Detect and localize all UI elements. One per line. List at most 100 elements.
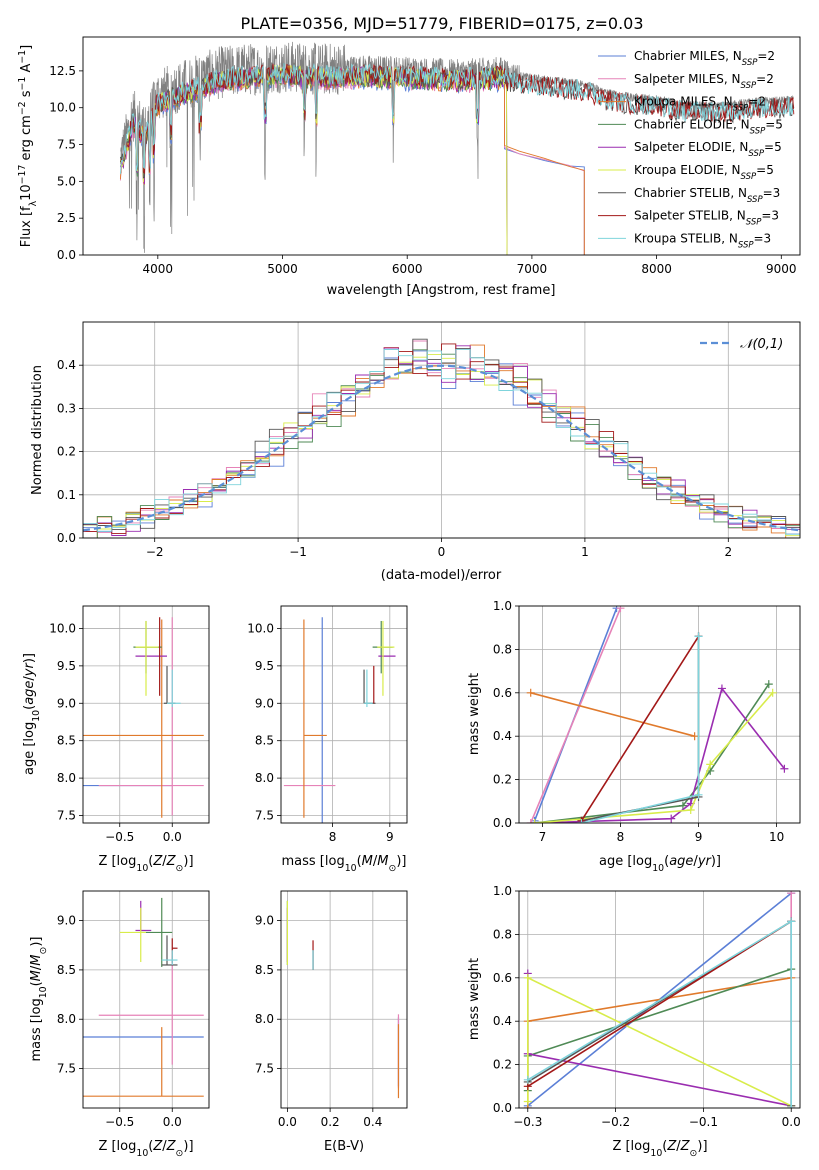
- weight-marker: [523, 1097, 532, 1106]
- x-tick-label: −0.1: [689, 1115, 718, 1129]
- x-axis-label: Z [log10(Z/Z⊙)]: [98, 854, 193, 874]
- y-tick-label: 0.2: [493, 1058, 512, 1072]
- x-tick-label: 7: [539, 830, 547, 844]
- x-tick-label: 5000: [267, 262, 298, 276]
- weight-marker: [678, 801, 687, 810]
- y-tick-label: 12.5: [49, 64, 76, 78]
- x-tick-label: 0.0: [163, 1115, 182, 1129]
- weight-series-line: [527, 976, 792, 1107]
- y-tick-label: 7.5: [255, 809, 274, 823]
- y-tick-label: 0.6: [493, 686, 512, 700]
- x-tick-label: 7000: [517, 262, 548, 276]
- weight-marker: [694, 632, 703, 641]
- x-tick-label: 0.0: [782, 1115, 801, 1129]
- axes-weight_vs_age: 7 8 9 10 0.0 0.2 0.4 0.6 0.8 1.0 age [log10(age/yr…: [467, 599, 801, 874]
- weight-marker: [780, 764, 789, 773]
- y-tick-label: 8.0: [57, 1012, 76, 1026]
- y-tick-label: 8.0: [57, 771, 76, 785]
- weight-marker: [523, 1075, 532, 1084]
- y-tick-label: 1.0: [493, 884, 512, 898]
- x-tick-label: 9000: [766, 262, 797, 276]
- y-tick-label: 0.4: [493, 1014, 512, 1028]
- y-tick-label: 0.4: [493, 729, 512, 743]
- y-tick-label: 7.5: [57, 1062, 76, 1076]
- y-tick-label: 8.5: [255, 963, 274, 977]
- x-tick-label: −0.5: [105, 830, 134, 844]
- x-axis-label: wavelength [Angstrom, rest frame]: [327, 283, 556, 298]
- legend-label: Salpeter MILES, NSSP=2: [634, 72, 774, 91]
- axes-mass_vs_Z: −0.5 0.0 7.5 8.0 8.5 9.0 Z [log10(Z/Z⊙)] mass […: [29, 890, 210, 1159]
- weight-marker: [577, 819, 586, 823]
- y-tick-label: 5.0: [57, 174, 76, 188]
- y-tick-label: 0.0: [57, 248, 76, 262]
- x-tick-label: 8: [329, 830, 337, 844]
- x-tick-label: 0: [438, 545, 446, 559]
- axes-age_vs_Z: −0.5 0.0 7.5 8.0 8.5 9.0 9.5 10.0 Z [log10(Z/Z⊙)…: [22, 605, 210, 874]
- x-tick-label: −0.3: [513, 1115, 542, 1129]
- y-tick-label: 9.5: [255, 659, 274, 673]
- y-tick-label: 1.0: [493, 599, 512, 613]
- weight-marker: [768, 688, 777, 697]
- y-tick-label: 10.0: [247, 621, 274, 635]
- plot-area: [83, 617, 204, 818]
- weight-marker: [523, 973, 532, 982]
- x-axis-label: mass [log10(M/M⊙)]: [282, 854, 407, 874]
- axes-frame: [518, 605, 801, 824]
- x-tick-label: 1: [581, 545, 589, 559]
- y-tick-label: 0.2: [57, 445, 76, 459]
- x-axis-label: E(B-V): [324, 1139, 364, 1154]
- y-tick-label: 9.5: [57, 659, 76, 673]
- y-tick-label: 0.2: [493, 773, 512, 787]
- weight-series-line: [529, 607, 622, 823]
- x-tick-label: 0.0: [163, 830, 182, 844]
- legend-label: Kroupa STELIB, NSSP=3: [634, 231, 771, 250]
- x-tick-label: −1: [289, 545, 307, 559]
- weight-marker: [526, 688, 535, 697]
- weight-series-line: [534, 686, 786, 823]
- x-axis-label: (data-model)/error: [381, 568, 502, 583]
- weight-marker: [690, 732, 699, 741]
- legend-label: Salpeter ELODIE, NSSP=5: [634, 140, 782, 159]
- normal-reference-line: [83, 364, 800, 532]
- legend-label: Kroupa MILES, NSSP=2: [634, 95, 766, 114]
- legend-label: Chabrier MILES, NSSP=2: [634, 49, 775, 68]
- x-axis-label: age [log10(age/yr)]: [599, 854, 721, 874]
- weight-marker: [787, 1104, 796, 1108]
- x-tick-label: 0.4: [363, 1115, 382, 1129]
- axes-age_vs_mass: 8 9 7.5 8.0 8.5 9.0 9.5 10.0 mass [log10(M/M⊙)]: [247, 605, 408, 874]
- y-tick-label: 9.0: [255, 696, 274, 710]
- y-axis-label: Flux [fλ10−17 erg cm−2 s−1 A−1]: [17, 45, 39, 247]
- plot-layer: 4000 5000 6000 7000 8000 90000.02.55.07.510.0…: [17, 36, 801, 1159]
- x-tick-label: −0.2: [601, 1115, 630, 1129]
- x-tick-label: −2: [146, 545, 164, 559]
- model-spectrum-line: [119, 62, 795, 175]
- x-tick-label: 6000: [392, 262, 423, 276]
- x-tick-label: 0.0: [278, 1115, 297, 1129]
- weight-marker: [667, 814, 676, 823]
- figure-title: PLATE=0356, MJD=51779, FIBERID=0175, z=0…: [240, 14, 643, 33]
- axes-frame: [82, 890, 210, 1109]
- y-tick-label: 10.0: [49, 101, 76, 115]
- axes-residuals: −2 −1 0 1 2 0.0 0.1 0.2 0.3 0.4 (data-model)/error…: [30, 321, 801, 583]
- y-tick-label: 0.8: [493, 927, 512, 941]
- weight-marker: [706, 760, 715, 769]
- x-tick-label: 8000: [641, 262, 672, 276]
- y-tick-label: 9.0: [255, 914, 274, 928]
- x-tick-label: 0.2: [321, 1115, 340, 1129]
- y-tick-label: 0.1: [57, 488, 76, 502]
- weight-series-line: [527, 968, 792, 1091]
- x-tick-label: 10: [769, 830, 784, 844]
- x-tick-label: 2: [724, 545, 732, 559]
- weight-series-line: [527, 920, 792, 1087]
- axes-frame: [82, 321, 801, 539]
- x-tick-label: 9: [386, 830, 394, 844]
- weight-series-line: [527, 919, 792, 1106]
- x-tick-label: 8: [617, 830, 625, 844]
- y-axis-label: age [log10(age/yr)]: [22, 653, 42, 775]
- weight-marker: [530, 819, 539, 823]
- weight-marker: [787, 917, 796, 926]
- weight-marker: [526, 819, 535, 823]
- legend: Chabrier MILES, NSSP=2 Salpeter MILES, NS…: [598, 49, 783, 250]
- plot-area: [119, 41, 795, 255]
- y-tick-label: 7.5: [255, 1062, 274, 1076]
